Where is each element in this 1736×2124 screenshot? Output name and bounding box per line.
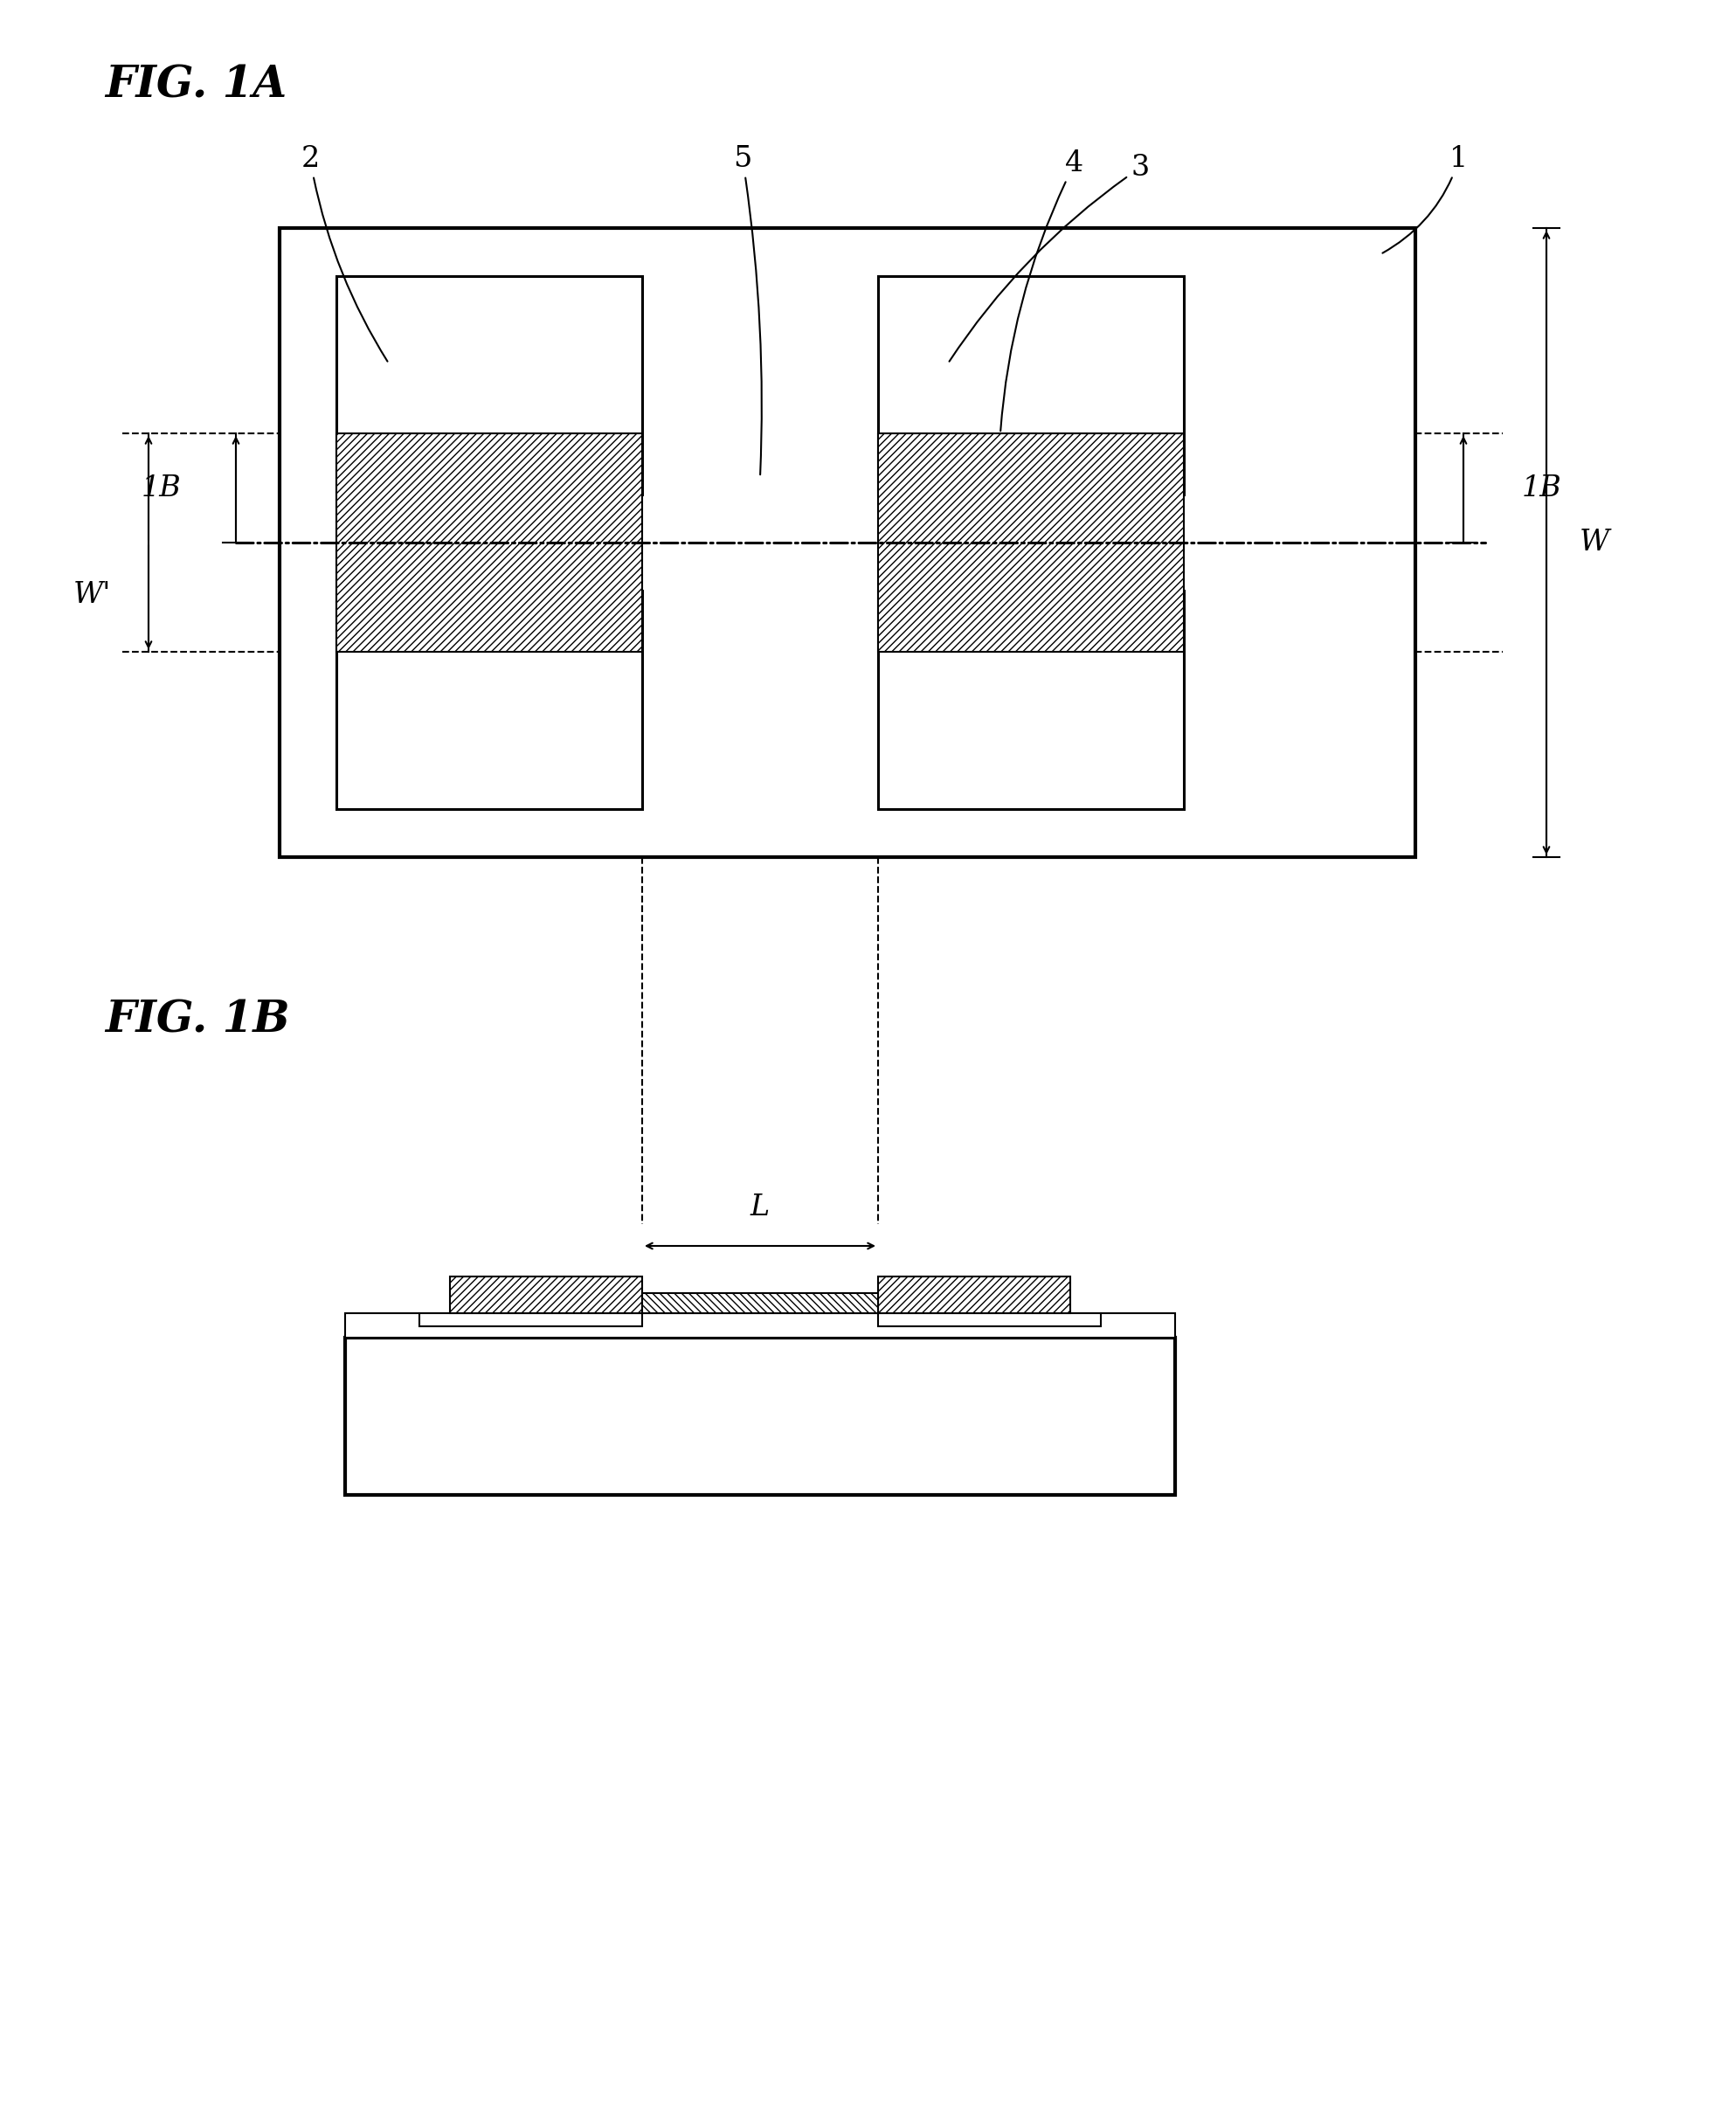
- Bar: [420, 1313, 642, 1325]
- Bar: [450, 1277, 642, 1313]
- Bar: [337, 590, 642, 809]
- Bar: [878, 1277, 1071, 1313]
- Bar: [279, 227, 1415, 858]
- Text: 4: 4: [1000, 149, 1083, 431]
- Bar: [878, 1313, 1101, 1325]
- Bar: [337, 433, 642, 652]
- Bar: [345, 1313, 1175, 1338]
- Text: 2: 2: [300, 144, 387, 361]
- Text: W: W: [1580, 529, 1609, 556]
- Bar: [878, 590, 1184, 809]
- Text: 1: 1: [1382, 144, 1469, 253]
- Text: FIG. 1A: FIG. 1A: [104, 64, 286, 106]
- Bar: [337, 276, 642, 495]
- Text: L: L: [750, 1194, 769, 1221]
- Bar: [642, 1294, 878, 1313]
- Text: FIG. 1B: FIG. 1B: [104, 998, 290, 1041]
- Text: W': W': [73, 582, 111, 610]
- Text: 1B: 1B: [1522, 474, 1562, 501]
- Text: 5: 5: [733, 144, 762, 474]
- Bar: [878, 433, 1184, 652]
- Text: 3: 3: [950, 153, 1149, 361]
- Bar: [878, 276, 1184, 495]
- Bar: [345, 1338, 1175, 1495]
- Text: 1B: 1B: [142, 474, 182, 501]
